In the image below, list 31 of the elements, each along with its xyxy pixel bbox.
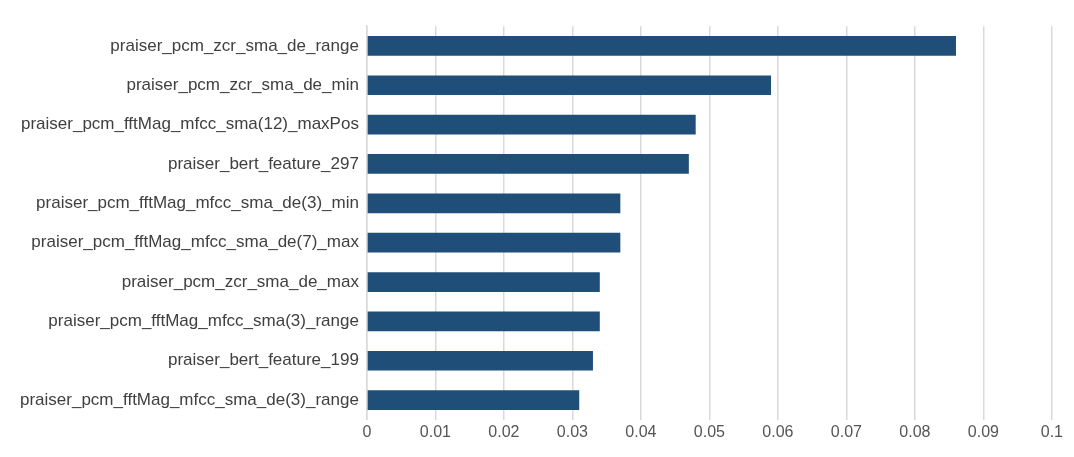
y-tick-label: praiser_pcm_zcr_sma_de_range: [110, 35, 359, 55]
x-tick-label: 0.07: [830, 422, 863, 440]
y-tick-label: praiser_pcm_fftMag_mfcc_sma(12)_maxPos: [20, 114, 359, 134]
bar: [367, 232, 621, 253]
y-tick-label: praiser_pcm_fftMag_mfcc_sma(3)_range: [48, 311, 359, 331]
y-tick-label: praiser_pcm_fftMag_mfcc_sma_de(7)_max: [31, 232, 360, 252]
y-tick-label: praiser_pcm_fftMag_mfcc_sma_de(3)_range: [20, 389, 359, 409]
x-tick-label: 0.03: [556, 422, 589, 440]
bar: [367, 390, 580, 410]
y-tick-label: praiser_pcm_zcr_sma_de_min: [126, 74, 359, 94]
bar: [367, 75, 772, 96]
x-tick-label: 0.06: [762, 422, 794, 440]
x-tick-label: 0.02: [488, 422, 520, 440]
bar: [367, 114, 696, 135]
x-tick-label: 0.05: [693, 422, 726, 440]
bar: [367, 36, 956, 56]
x-tick-label: 0.08: [899, 422, 931, 440]
bar: [367, 272, 600, 292]
y-tick-label: praiser_bert_feature_199: [167, 350, 359, 370]
x-tick-label: 0.1: [1040, 422, 1064, 440]
x-tick-label: 0.01: [419, 422, 452, 440]
y-tick-label: praiser_pcm_zcr_sma_de_max: [121, 271, 360, 291]
x-tick-label: 0.09: [967, 422, 1000, 440]
x-tick-label: 0.04: [625, 422, 657, 440]
bar: [367, 311, 600, 332]
y-tick-label: praiser_bert_feature_297: [167, 153, 359, 173]
y-tick-label: praiser_pcm_fftMag_mfcc_sma_de(3)_min: [36, 193, 359, 213]
bar: [367, 154, 689, 174]
x-tick-label: 0: [362, 422, 372, 440]
bar: [367, 193, 621, 214]
bar: [367, 350, 593, 371]
